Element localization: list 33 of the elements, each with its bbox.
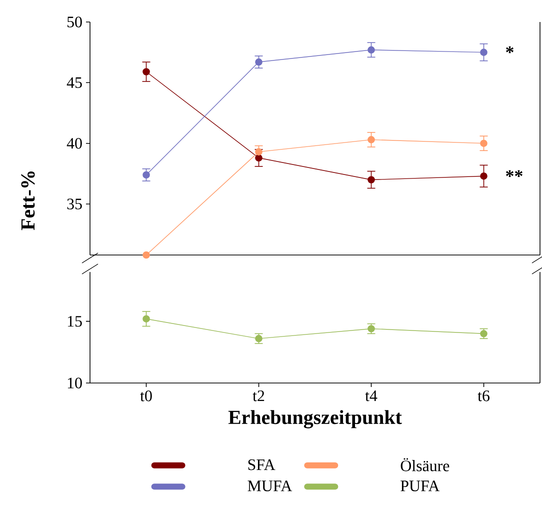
y-axis-title: Fett-% bbox=[21, 171, 35, 230]
annotation: ** bbox=[506, 170, 522, 177]
point bbox=[142, 251, 150, 259]
y-tick-label: 45 bbox=[66, 77, 82, 88]
x-axis-title: Erhebungszeitpunkt bbox=[228, 410, 402, 428]
point bbox=[480, 48, 488, 56]
point bbox=[142, 68, 150, 76]
point bbox=[480, 330, 488, 338]
point bbox=[255, 148, 262, 156]
y-tick-label: 35 bbox=[67, 198, 82, 210]
text: PUFA bbox=[400, 480, 440, 492]
point bbox=[142, 315, 150, 323]
annotation: * bbox=[506, 46, 514, 54]
x-tick-label: t0 bbox=[140, 390, 152, 402]
text: MUFA bbox=[248, 480, 292, 492]
y-tick-label: 10 bbox=[68, 378, 82, 388]
x-tick-label: t6 bbox=[478, 390, 490, 402]
point bbox=[480, 140, 488, 147]
x-tick-label: t4 bbox=[365, 390, 378, 402]
point bbox=[368, 46, 375, 54]
point bbox=[255, 154, 262, 162]
y-tick-label: 50 bbox=[67, 16, 82, 28]
x-tick-label: t2 bbox=[252, 390, 264, 402]
point bbox=[255, 58, 262, 66]
text: SFA bbox=[248, 459, 276, 470]
point bbox=[142, 171, 150, 179]
point bbox=[368, 136, 375, 144]
point bbox=[480, 172, 488, 180]
y-tick-label: 15 bbox=[68, 316, 82, 327]
y-tick-label: 40 bbox=[66, 138, 82, 149]
point bbox=[368, 176, 375, 184]
text: Ölsäure bbox=[400, 458, 450, 472]
point bbox=[368, 325, 375, 332]
